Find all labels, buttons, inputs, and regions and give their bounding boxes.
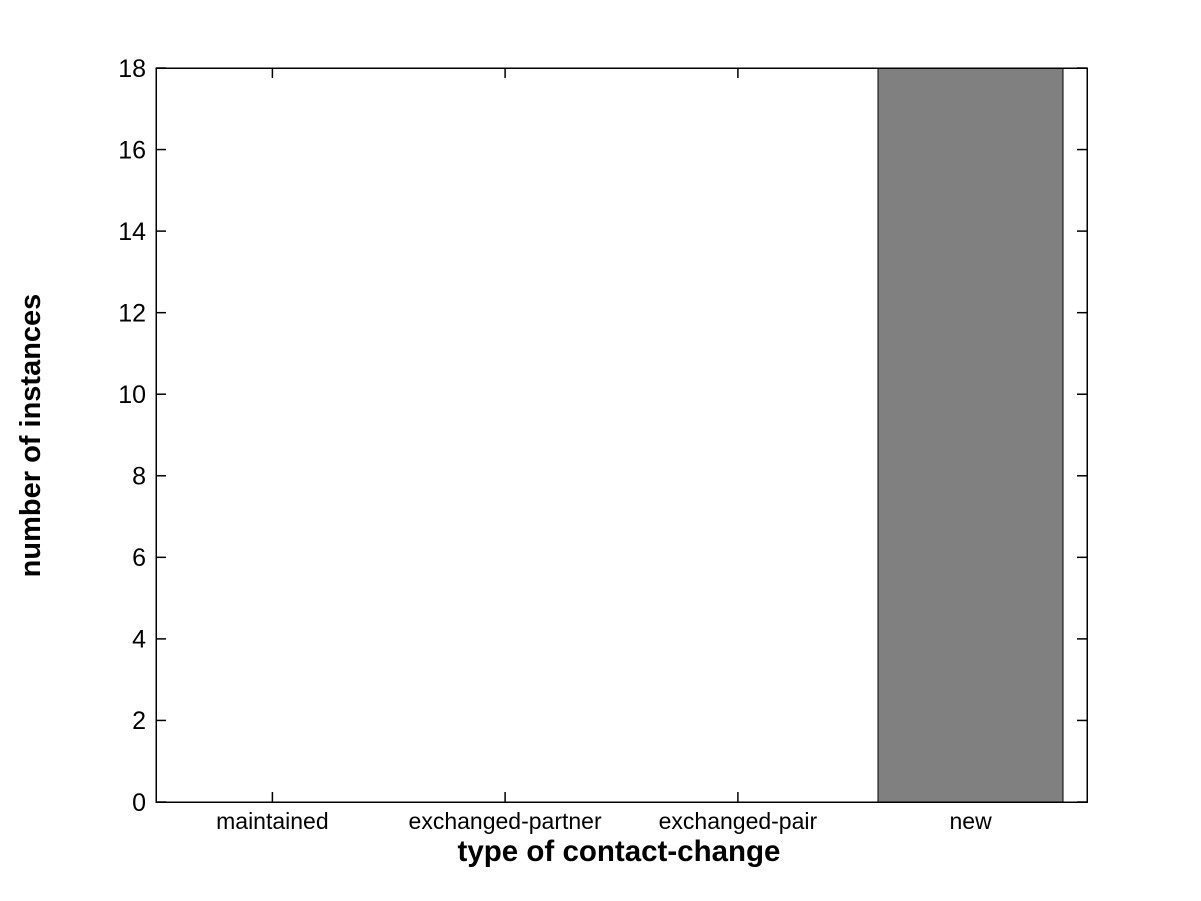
svg-text:maintained: maintained <box>216 808 329 834</box>
svg-text:number of instances: number of instances <box>15 294 47 578</box>
svg-text:8: 8 <box>132 463 146 491</box>
svg-text:12: 12 <box>118 300 146 328</box>
svg-text:new: new <box>949 808 992 834</box>
svg-text:14: 14 <box>118 218 146 246</box>
svg-text:4: 4 <box>132 626 146 654</box>
svg-text:exchanged-pair: exchanged-pair <box>659 808 818 834</box>
svg-text:type of contact-change: type of contact-change <box>458 835 781 868</box>
svg-text:10: 10 <box>118 381 146 409</box>
svg-text:2: 2 <box>132 707 146 735</box>
svg-text:6: 6 <box>132 544 146 572</box>
svg-text:0: 0 <box>132 789 146 817</box>
svg-text:16: 16 <box>118 137 146 165</box>
svg-text:18: 18 <box>118 55 146 83</box>
svg-text:exchanged-partner: exchanged-partner <box>409 808 602 834</box>
